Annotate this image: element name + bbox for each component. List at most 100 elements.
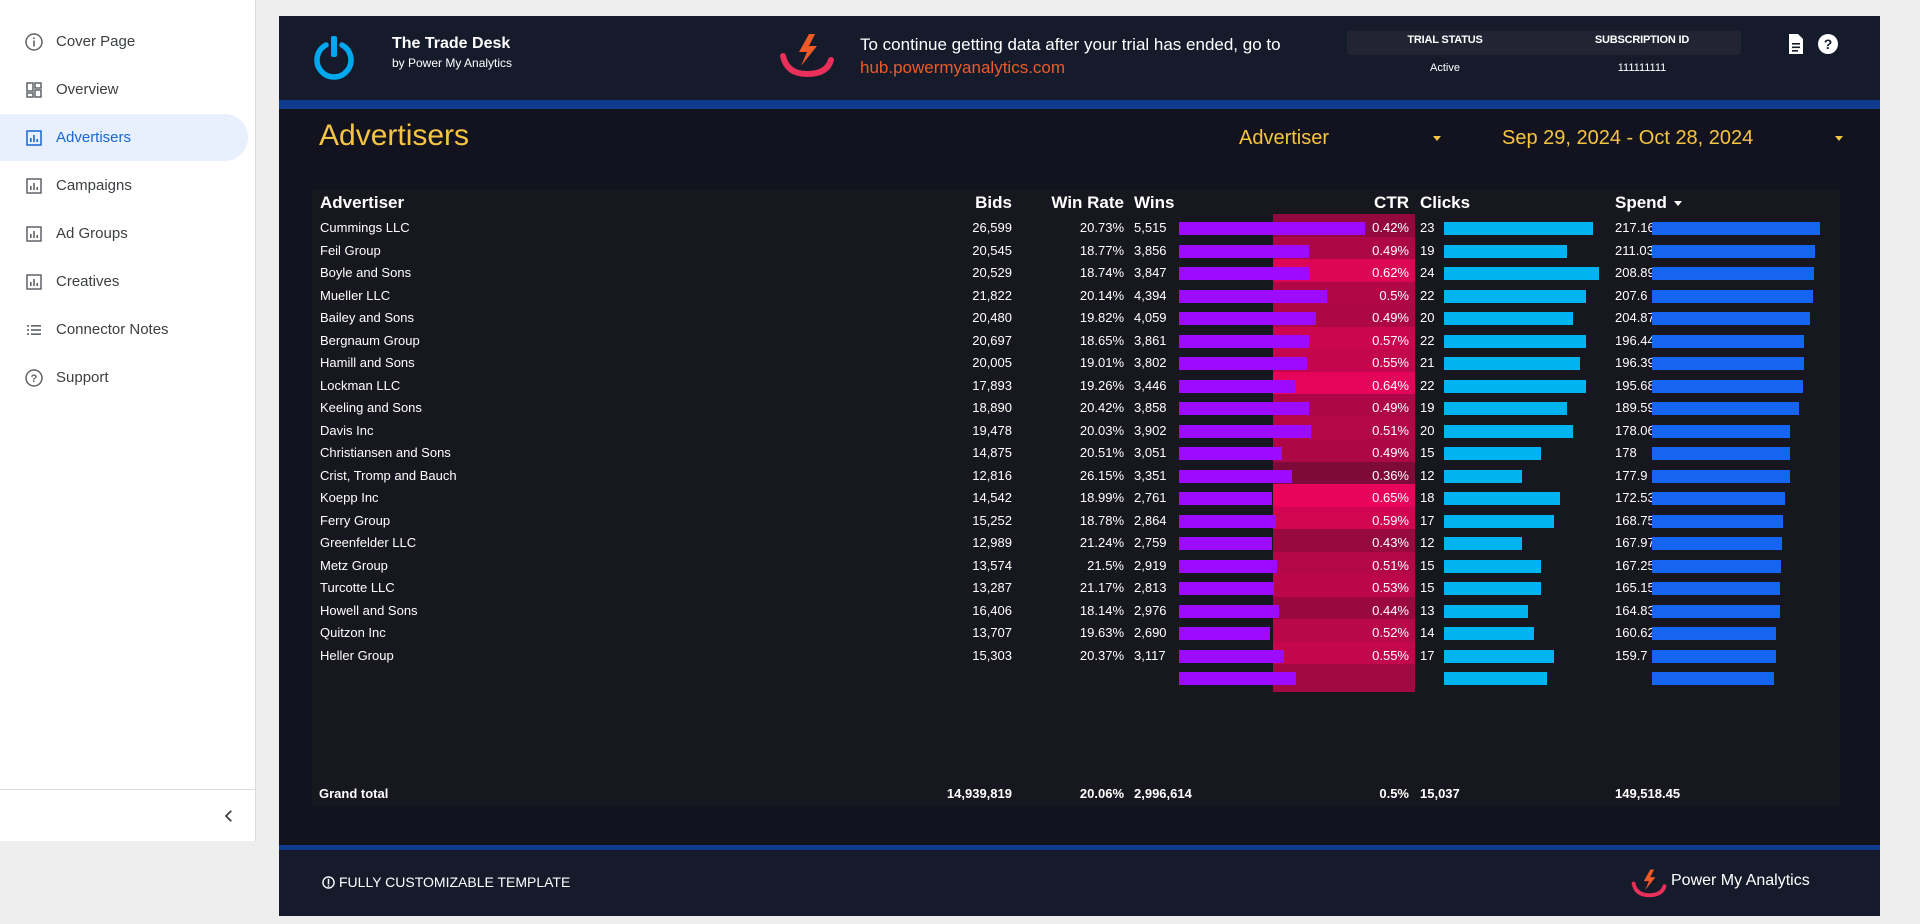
table-row[interactable]: Hamill and Sons 20,005 19.01% 3,802 0.55% 21 1…	[312, 349, 1840, 377]
advertiser-name: Keeling and Sons	[320, 400, 422, 415]
brand-title: The Trade Desk	[392, 35, 511, 52]
clicks-value: 12	[1420, 467, 1435, 483]
spend-value: 160.62	[1615, 625, 1655, 640]
svg-text:?: ?	[1824, 36, 1833, 52]
advertiser-name: Greenfelder LLC	[320, 535, 417, 550]
sidebar-item-campaigns[interactable]: Campaigns	[0, 162, 248, 209]
table-row[interactable]: Feil Group 20,545 18.77% 3,856 0.49% 19 211.03	[312, 236, 1840, 264]
wins-bar	[1179, 312, 1316, 325]
clicks-bar	[1444, 627, 1535, 640]
col-header-advertiser[interactable]: Advertiser	[320, 193, 405, 212]
clicks-value: 23	[1420, 220, 1435, 235]
bids-value: 14,875	[972, 445, 1012, 460]
sidebar-item-overview[interactable]: Overview	[0, 66, 248, 113]
grand-total-wins: 2,996,614	[1134, 786, 1192, 801]
clicks-bar	[1444, 312, 1574, 325]
spend-value: 165.15	[1615, 580, 1655, 595]
spend-bar	[1652, 559, 1782, 573]
ctr-value: 0.36%	[1372, 467, 1409, 483]
ctr-value: 0.62%	[1372, 265, 1409, 280]
advertiser-name: Boyle and Sons	[320, 265, 412, 280]
document-icon[interactable]	[1787, 33, 1805, 55]
advertiser-filter[interactable]: Advertiser	[1239, 127, 1330, 149]
clicks-bar	[1444, 402, 1567, 415]
ctr-value: 0.43%	[1372, 535, 1409, 550]
col-header-wins[interactable]: Wins	[1134, 193, 1175, 212]
col-header-win-rate[interactable]: Win Rate	[1051, 193, 1124, 212]
clicks-value: 15	[1420, 557, 1435, 573]
bids-value: 20,697	[972, 332, 1012, 348]
date-range-picker[interactable]: Sep 29, 2024 - Oct 28, 2024	[1502, 127, 1754, 149]
bids-value: 18,890	[972, 400, 1012, 415]
bids-value: 20,529	[972, 265, 1012, 280]
table-row[interactable]: Quitzon Inc 13,707 19.63% 2,690 0.52% 14 160.6…	[312, 619, 1840, 647]
grand-total-spend: 149,518.45	[1615, 786, 1681, 801]
advertiser-name: Mueller LLC	[320, 287, 391, 303]
bids-value: 13,707	[972, 625, 1012, 640]
wins-bar	[1179, 604, 1280, 618]
ctr-value: 0.49%	[1372, 242, 1409, 258]
spend-value: 204.87	[1615, 310, 1655, 325]
table-row[interactable]: Davis Inc 19,478 20.03% 3,902 0.51% 20 178.06	[312, 416, 1840, 444]
spend-value: 217.16	[1615, 220, 1655, 235]
ctr-value: 0.53%	[1372, 580, 1409, 595]
chevron-down-icon[interactable]	[1433, 136, 1441, 141]
sidebar-item-advertisers[interactable]: Advertisers	[0, 114, 248, 161]
win-rate-value: 18.78%	[1079, 512, 1124, 528]
report-canvas: The Trade Desk by Power My Analytics To …	[279, 16, 1880, 916]
table-row[interactable]: Cummings LLC 26,599 20.73% 5,515 0.42% 23 217.…	[312, 214, 1840, 242]
wins-bar	[1179, 402, 1310, 415]
table-row[interactable]: Metz Group 13,574 21.5% 2,919 0.51% 15 167.25	[312, 551, 1840, 579]
sidebar-item-creatives[interactable]: Creatives	[0, 258, 248, 305]
sidebar-item-label: Creatives	[56, 273, 120, 290]
wins-value: 3,446	[1134, 377, 1167, 393]
ctr-value: 0.64%	[1372, 377, 1409, 393]
wins-value: 2,759	[1134, 535, 1167, 550]
sidebar-item-ad-groups[interactable]: Ad Groups	[0, 210, 248, 257]
clicks-value: 19	[1420, 400, 1435, 415]
win-rate-value: 21.24%	[1079, 535, 1124, 550]
subscription-id-label: SUBSCRIPTION ID	[1594, 34, 1690, 46]
sidebar-item-connector-notes[interactable]: Connector Notes	[0, 306, 248, 353]
spend-value: 178.06	[1615, 422, 1655, 438]
grand-total-label: Grand total	[319, 786, 389, 801]
table-row[interactable]: Lockman LLC 17,893 19.26% 3,446 0.64% 22 195.6…	[312, 371, 1840, 399]
page-title: Advertisers	[319, 119, 470, 152]
col-header-ctr[interactable]: CTR	[1374, 193, 1409, 212]
spend-bar	[1652, 402, 1799, 415]
ctr-value: 0.5%	[1379, 287, 1409, 303]
sidebar-item-label: Support	[56, 369, 109, 386]
chevron-down-icon[interactable]	[1835, 136, 1843, 141]
spend-bar	[1652, 582, 1780, 595]
chevron-left-icon[interactable]	[220, 807, 238, 825]
col-header-spend[interactable]: Spend	[1615, 190, 1682, 216]
help-icon[interactable]: ?	[1817, 33, 1839, 55]
report-icon	[26, 273, 42, 290]
trial-message: To continue getting data after your tria…	[860, 35, 1281, 77]
spend-value: 196.39	[1615, 355, 1655, 370]
table-row[interactable]: Bailey and Sons 20,480 19.82% 4,059 0.49% 20 2…	[312, 304, 1840, 332]
table-row[interactable]	[312, 664, 1840, 692]
trial-status-label: TRIAL STATUS	[1407, 34, 1483, 46]
spend-bar	[1652, 267, 1814, 280]
advertiser-name: Quitzon Inc	[320, 625, 386, 640]
ctr-value: 0.55%	[1372, 647, 1409, 663]
table-row[interactable]: Koepp Inc 14,542 18.99% 2,761 0.65% 18 172.53	[312, 484, 1840, 512]
sidebar-item-cover-page[interactable]: Cover Page	[0, 18, 248, 65]
spend-bar	[1652, 244, 1816, 258]
spend-value: 211.03	[1615, 242, 1654, 258]
table-row[interactable]: Howell and Sons 16,406 18.14% 2,976 0.44% 13 1…	[312, 596, 1840, 624]
sidebar-item-support[interactable]: ? Support	[0, 354, 248, 401]
advertiser-name: Christiansen and Sons	[320, 445, 451, 460]
trial-link[interactable]: hub.powermyanalytics.com	[860, 58, 1066, 77]
help-icon: ?	[25, 368, 43, 387]
trial-status-value: Active	[1430, 62, 1460, 74]
wins-bar	[1179, 244, 1310, 258]
clicks-bar	[1444, 492, 1561, 505]
table-row[interactable]: Ferry Group 15,252 18.78% 2,864 0.59% 17 168.7…	[312, 506, 1840, 534]
clicks-bar	[1444, 559, 1541, 573]
col-header-clicks[interactable]: Clicks	[1420, 193, 1471, 212]
bids-value: 14,542	[972, 490, 1012, 505]
bids-value: 20,480	[972, 310, 1012, 325]
col-header-bids[interactable]: Bids	[975, 193, 1012, 212]
